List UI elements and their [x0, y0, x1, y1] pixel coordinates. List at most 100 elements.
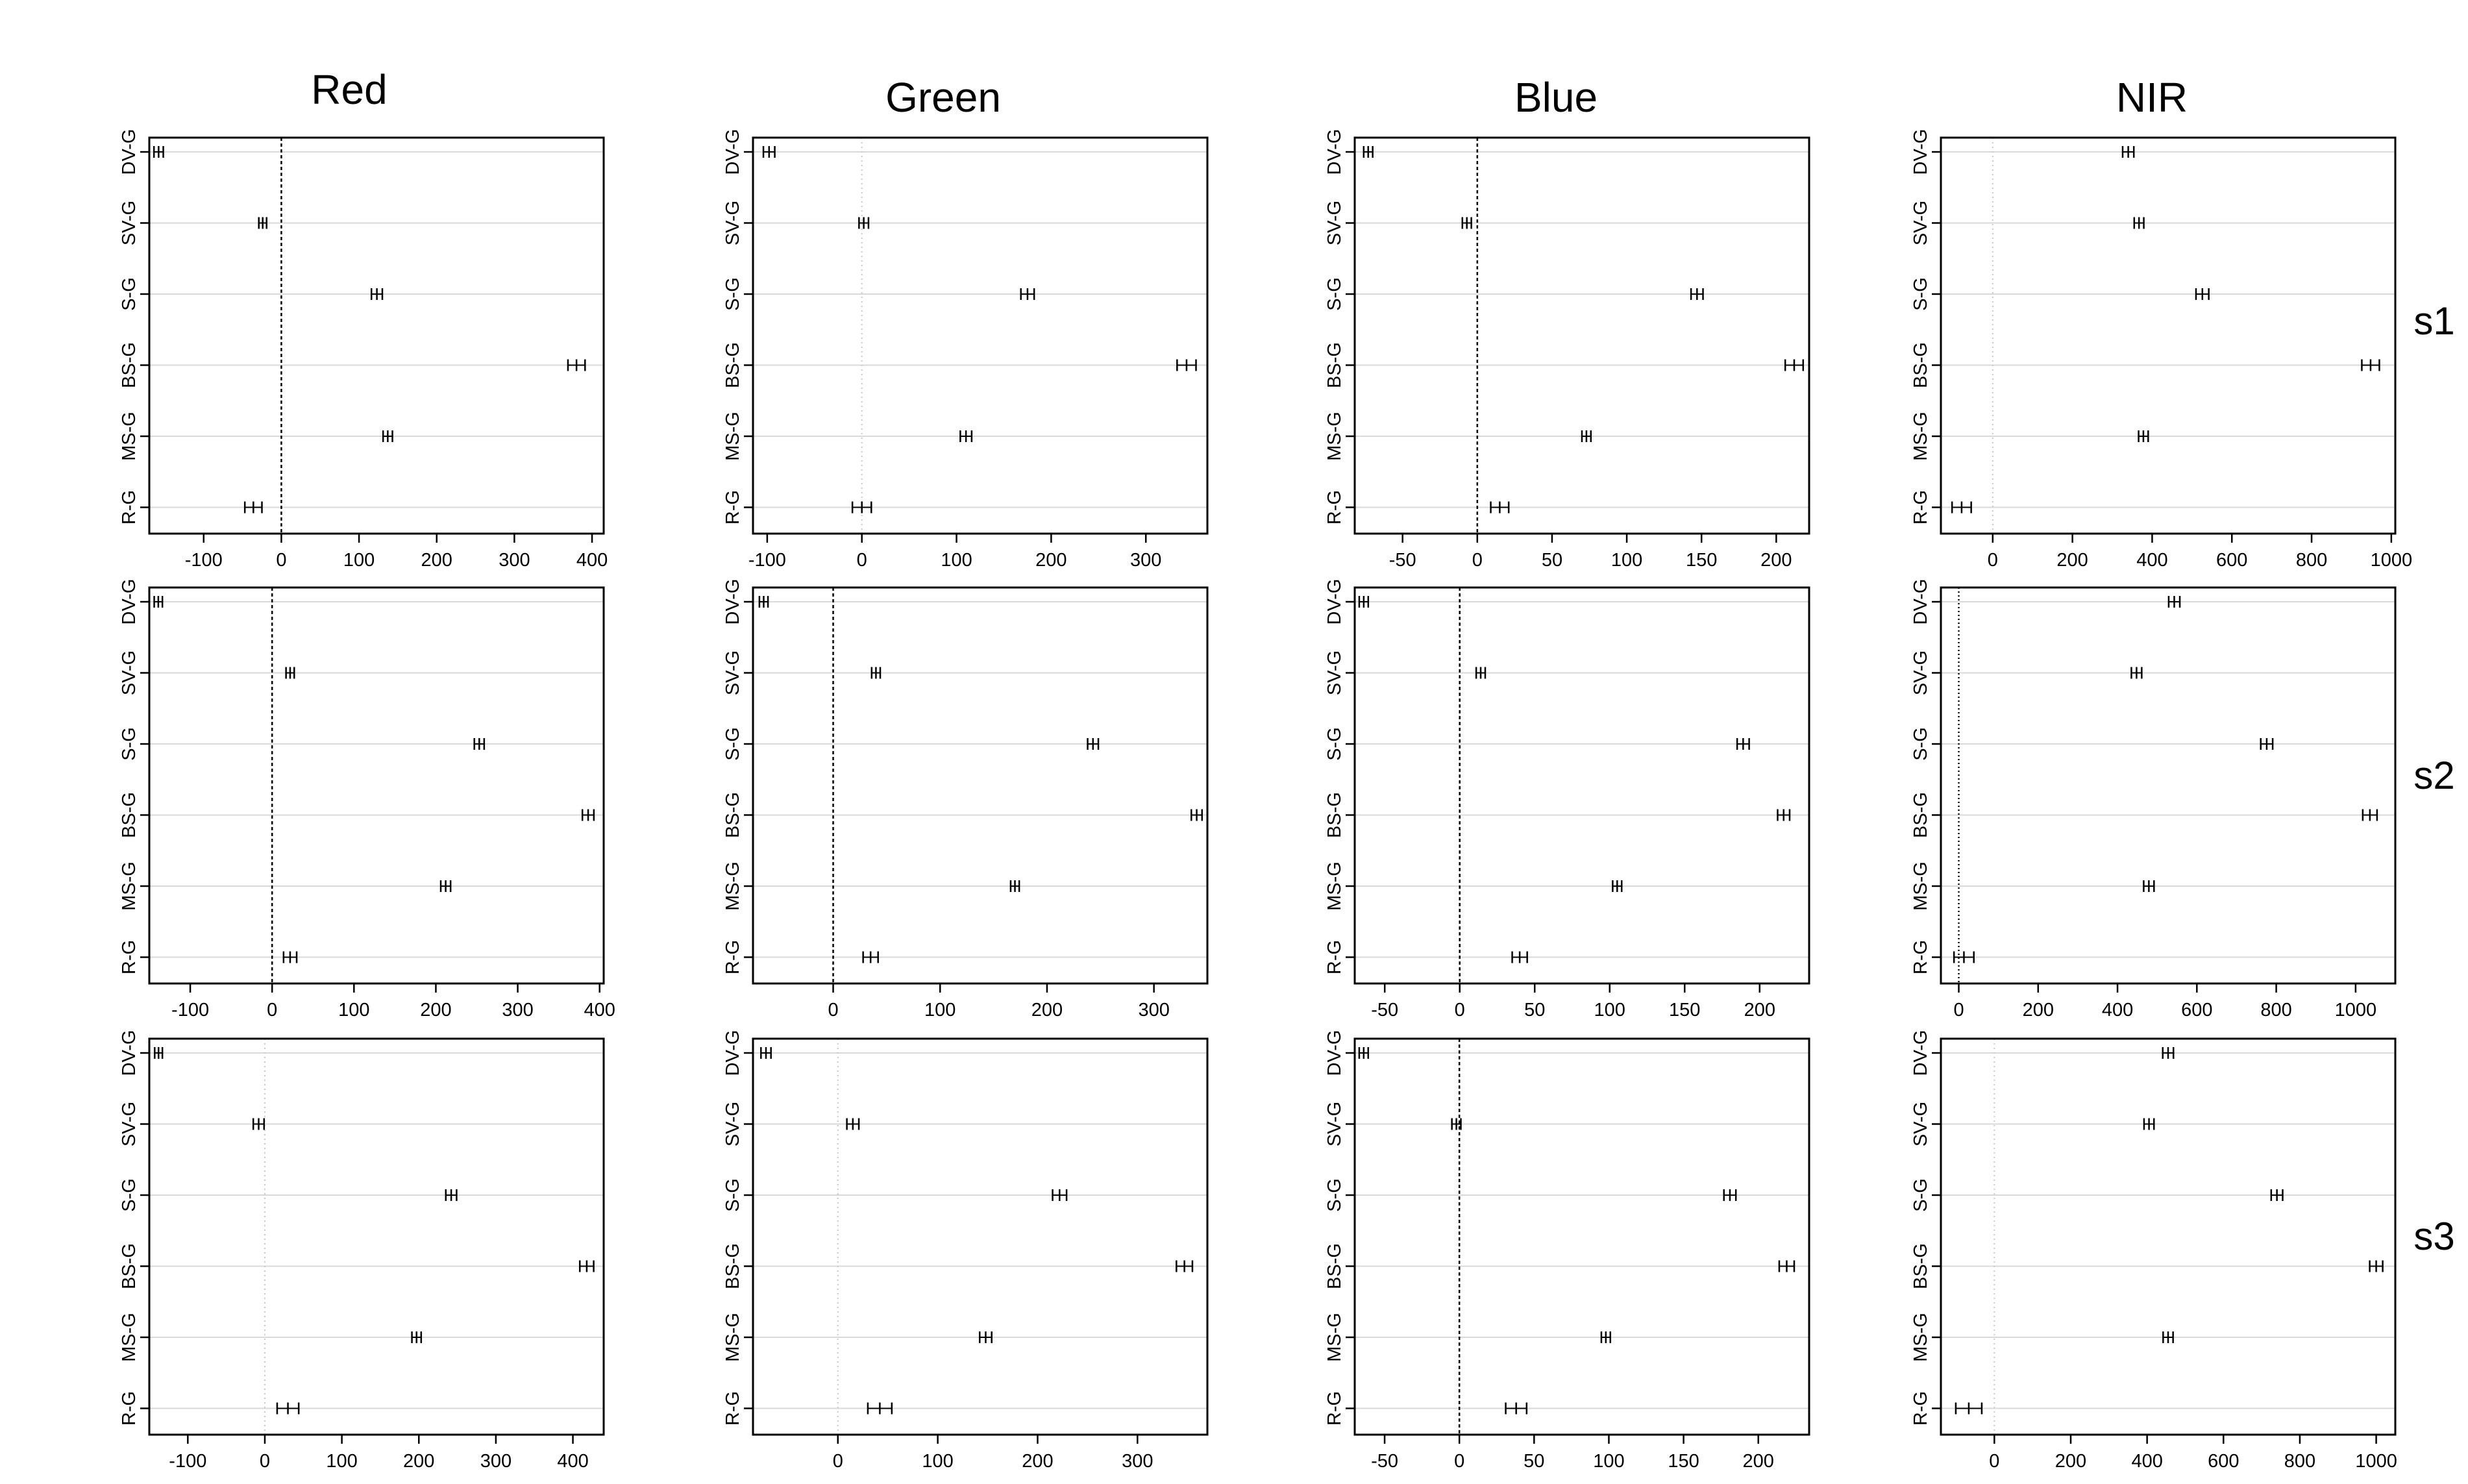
- panel-s3-blue: DV-G SV-G S-G BS-G MS-G R-G -50 0 50 100 150 200: [1324, 1030, 1810, 1472]
- interval-marker: [567, 359, 586, 371]
- interval-marker: [1009, 880, 1020, 892]
- x-tick-label: 400: [576, 550, 608, 571]
- x-tick-label: 0: [833, 1451, 843, 1472]
- x-tick-label: 100: [1594, 1000, 1625, 1020]
- y-tick-label: DV-G: [1324, 129, 1345, 175]
- y-tick-label: R-G: [722, 490, 743, 525]
- y-tick-label: MS-G: [1910, 861, 1931, 911]
- interval-marker: [870, 667, 882, 679]
- y-tick-label: MS-G: [119, 861, 140, 911]
- y-tick-label: DV-G: [722, 579, 743, 625]
- interval-marker: [1475, 667, 1487, 679]
- x-tick-label: 50: [1542, 550, 1562, 571]
- y-tick-label: BS-G: [1324, 792, 1345, 838]
- interval-marker: [2121, 146, 2135, 158]
- x-tick-label: 200: [2023, 1000, 2054, 1020]
- interval-marker: [282, 951, 298, 963]
- y-tick-label: MS-G: [119, 1313, 140, 1362]
- x-tick-label: 400: [584, 1000, 615, 1020]
- column-title-green: Green: [885, 74, 1001, 121]
- x-tick-label: 200: [2056, 550, 2088, 571]
- plot-frame: [1353, 586, 1810, 985]
- y-tick-label: R-G: [119, 940, 140, 974]
- interval-marker: [285, 667, 295, 679]
- y-tick-label: S-G: [722, 727, 743, 761]
- panel-s1-nir: DV-G SV-G S-G BS-G MS-G R-G 0 200 400 600 800 1000: [1910, 129, 2412, 571]
- y-tick-label: SV-G: [119, 201, 140, 245]
- y-tick-label: DV-G: [119, 129, 140, 175]
- y-tick-label: R-G: [722, 1391, 743, 1426]
- interval-marker: [1451, 1118, 1462, 1130]
- y-tick-label: S-G: [1910, 1178, 1931, 1212]
- x-tick-label: 300: [1130, 550, 1161, 571]
- x-tick-label: 100: [1593, 1451, 1624, 1472]
- interval-marker: [2162, 1331, 2174, 1343]
- interval-marker: [2195, 288, 2210, 300]
- y-tick-label: DV-G: [1324, 1030, 1345, 1076]
- y-tick-label: DV-G: [1910, 129, 1931, 175]
- interval-marker: [1736, 738, 1750, 750]
- y-tick-label: SV-G: [1910, 1102, 1931, 1146]
- interval-marker: [1505, 1402, 1528, 1415]
- y-tick-label: MS-G: [722, 1313, 743, 1362]
- y-tick-label: SV-G: [1910, 201, 1931, 245]
- interval-marker: [243, 501, 263, 513]
- y-tick-label: SV-G: [119, 1102, 140, 1146]
- x-tick-label: 0: [828, 1000, 838, 1020]
- x-tick-label: -50: [1371, 1000, 1398, 1020]
- y-tick-label: BS-G: [722, 342, 743, 388]
- plot-frame: [1353, 136, 1810, 535]
- panel-s3-green: DV-G SV-G S-G BS-G MS-G R-G 0 100 200 300: [722, 1030, 1209, 1472]
- x-tick-label: 100: [338, 1000, 369, 1020]
- x-tick-label: 100: [326, 1451, 357, 1472]
- interval-marker: [1191, 809, 1203, 821]
- x-tick-label: 400: [2136, 550, 2167, 571]
- interval-marker: [258, 217, 267, 229]
- interval-marker: [2260, 738, 2274, 750]
- y-tick-label: DV-G: [722, 129, 743, 175]
- interval-marker: [382, 430, 393, 442]
- x-tick-label: 1000: [2335, 1000, 2377, 1020]
- interval-marker: [411, 1331, 423, 1343]
- x-tick-label: 600: [2208, 1451, 2239, 1472]
- x-tick-label: 200: [1744, 1000, 1775, 1020]
- y-tick-label: BS-G: [722, 792, 743, 838]
- interval-marker: [1176, 359, 1197, 371]
- x-tick-label: -100: [748, 550, 786, 571]
- y-tick-label: BS-G: [722, 1243, 743, 1289]
- plot-frame: [1940, 1037, 2397, 1436]
- interval-marker: [959, 430, 973, 442]
- x-tick-label: 1000: [2371, 550, 2413, 571]
- plot-frame: [752, 136, 1209, 535]
- y-tick-label: S-G: [1910, 727, 1931, 761]
- panel-grid: DV-G SV-G S-G BS-G MS-G R-G -100 0 100 200 300 400 D…: [119, 129, 2412, 1472]
- plot-frame: [752, 1037, 1209, 1436]
- interval-marker: [2133, 217, 2145, 229]
- interval-marker: [1363, 146, 1374, 158]
- interval-marker: [1020, 288, 1035, 300]
- interval-marker: [1581, 430, 1592, 442]
- y-tick-label: R-G: [722, 940, 743, 974]
- x-tick-label: 400: [2102, 1000, 2133, 1020]
- x-tick-label: 600: [2181, 1000, 2212, 1020]
- y-tick-label: R-G: [119, 490, 140, 525]
- x-tick-label: -100: [171, 1000, 209, 1020]
- y-tick-label: BS-G: [1910, 1243, 1931, 1289]
- y-tick-label: S-G: [119, 727, 140, 761]
- x-tick-label: 200: [1035, 550, 1067, 571]
- x-tick-label: -100: [169, 1451, 206, 1472]
- interval-marker: [2270, 1189, 2284, 1201]
- interval-marker: [439, 880, 452, 892]
- y-tick-label: R-G: [1324, 940, 1345, 974]
- plot-frame: [148, 586, 605, 985]
- y-tick-label: S-G: [1324, 1178, 1345, 1212]
- x-tick-label: 600: [2216, 550, 2247, 571]
- interval-marker: [1953, 951, 1975, 963]
- interval-marker: [1461, 217, 1472, 229]
- interval-marker: [1176, 1260, 1194, 1272]
- interval-marker: [1951, 501, 1972, 513]
- y-tick-label: DV-G: [1910, 1030, 1931, 1076]
- x-tick-label: 100: [1611, 550, 1642, 571]
- x-tick-label: 50: [1524, 1000, 1545, 1020]
